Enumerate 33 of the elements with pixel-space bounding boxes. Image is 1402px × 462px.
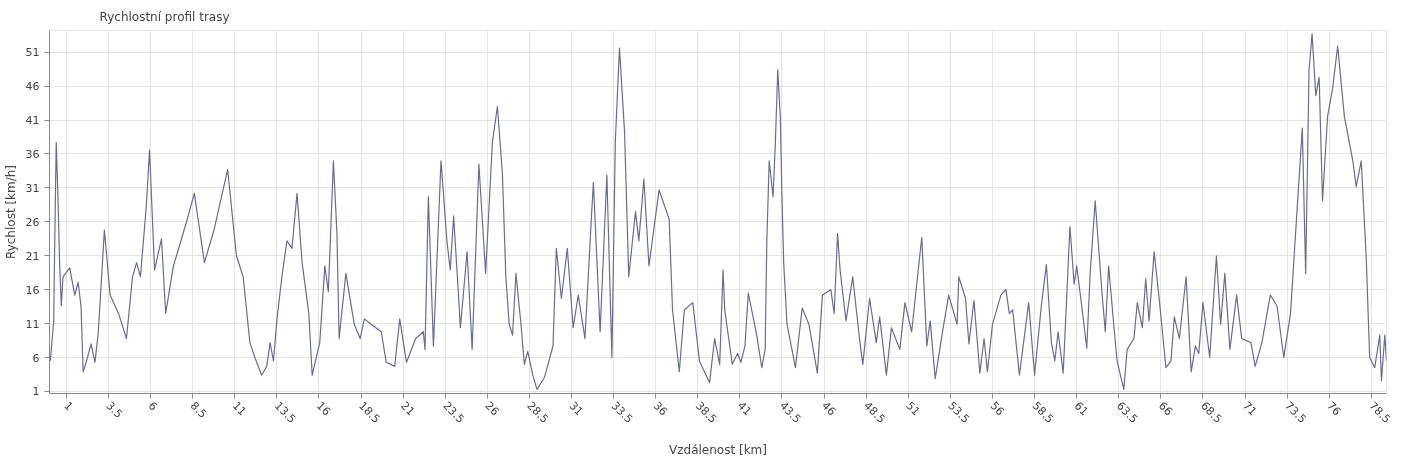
y-tick-label: 11	[25, 317, 40, 331]
y-tick-label: 6	[32, 351, 40, 365]
x-tick-label: 66	[1155, 399, 1175, 419]
x-tick-label: 16	[313, 399, 334, 419]
y-tick-label: 1	[32, 385, 40, 399]
x-tick-label: 6	[145, 399, 160, 414]
x-tick-label: 56	[987, 399, 1007, 419]
y-tick-label: 26	[25, 215, 40, 229]
y-tick-label: 31	[25, 181, 40, 195]
x-axis-title: Vzdálenost [km]	[669, 443, 767, 458]
x-tick-label: 61	[1071, 399, 1091, 419]
chart-title: Rychlostní profil trasy	[99, 9, 230, 24]
x-tick-label: 8.5	[187, 399, 210, 421]
x-tick-label: 36	[650, 399, 670, 419]
y-tick-label: 36	[25, 147, 40, 161]
x-tick-label: 46	[819, 399, 839, 419]
x-tick-label: 76	[1324, 399, 1344, 419]
y-tick-label: 51	[25, 46, 40, 60]
x-tick-label: 71	[1240, 399, 1260, 419]
x-tick-label: 31	[566, 399, 586, 419]
line-series	[49, 33, 1387, 391]
y-tick-label: 46	[25, 80, 40, 94]
x-tick-label: 3.5	[103, 399, 126, 421]
x-tick-label: 51	[903, 399, 923, 419]
x-tick-label: 1	[61, 399, 76, 414]
y-tick-label: 41	[25, 114, 40, 128]
y-axis-title: Rychlost [km/h]	[3, 164, 18, 260]
x-tick-label: 11	[229, 399, 249, 419]
x-tick-label: 41	[734, 399, 755, 419]
x-tick-label: 21	[398, 399, 418, 419]
x-tick-label: 26	[482, 399, 502, 419]
y-tick-label: 21	[25, 249, 40, 263]
y-tick-label: 16	[25, 283, 40, 297]
